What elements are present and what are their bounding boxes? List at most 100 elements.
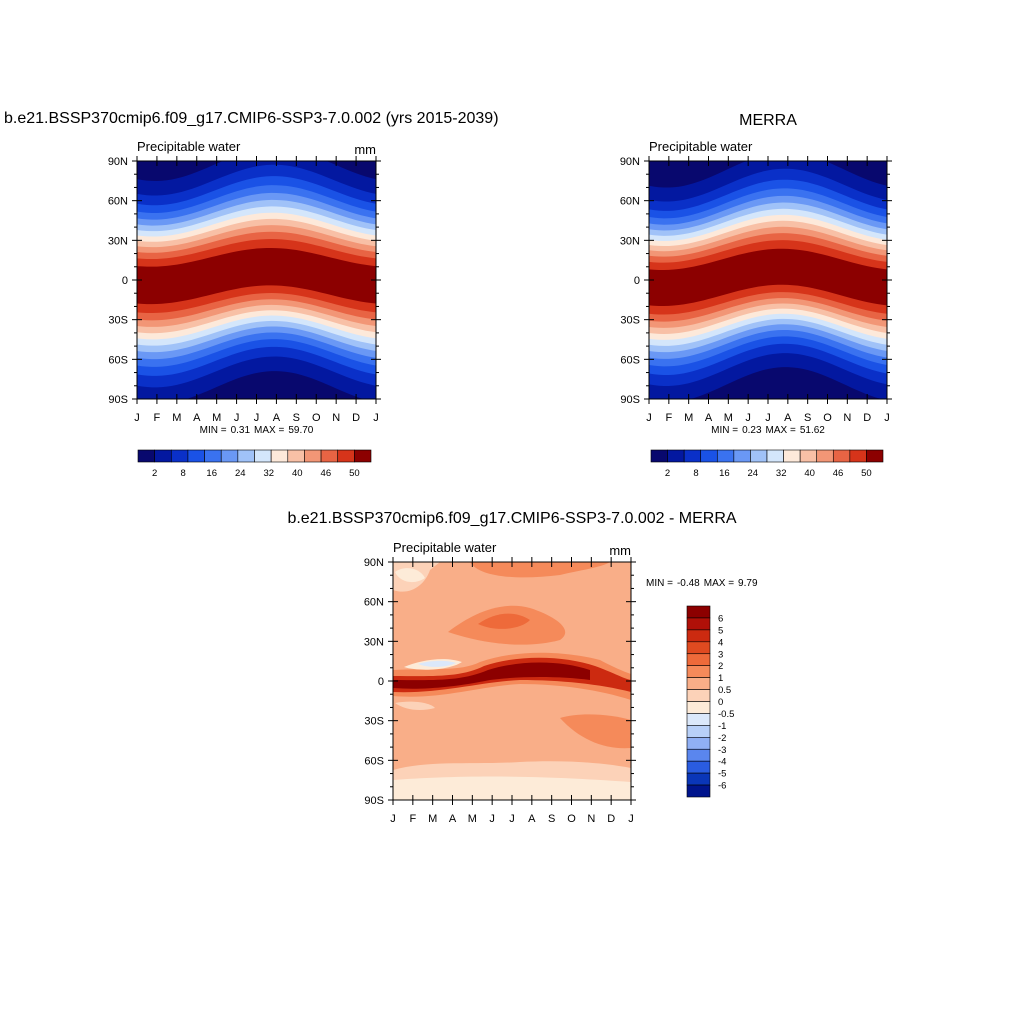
units: mm bbox=[354, 142, 376, 157]
min-max-part: MAX = bbox=[704, 578, 734, 589]
min-max: MIN = -0.48 MAX = 9.79 bbox=[646, 578, 758, 589]
colorbar-box bbox=[320, 449, 339, 463]
colorbar-label: -2 bbox=[718, 733, 726, 744]
colorbar-label: 8 bbox=[693, 468, 698, 479]
colorbar-box bbox=[686, 737, 711, 750]
min-max-part: MAX = bbox=[766, 425, 796, 436]
min-max-part: 9.79 bbox=[738, 578, 758, 589]
x-tick-label: F bbox=[409, 813, 416, 825]
y-tick-label: 90S bbox=[364, 795, 384, 807]
colorbar-label: 1 bbox=[718, 673, 723, 684]
colorbar-box bbox=[683, 449, 702, 463]
y-tick-label: 90S bbox=[620, 394, 640, 406]
colorbar-box bbox=[354, 449, 372, 463]
min-max: MIN = 0.31 MAX = 59.70 bbox=[200, 425, 314, 436]
x-tick-label: A bbox=[273, 412, 281, 424]
x-tick-label: M bbox=[172, 412, 181, 424]
x-tick-label: M bbox=[212, 412, 221, 424]
y-tick-label: 30S bbox=[108, 315, 128, 327]
x-tick-label: N bbox=[332, 412, 340, 424]
colorbar-label: 0.5 bbox=[718, 685, 731, 696]
colorbar-label: 5 bbox=[718, 625, 723, 636]
colorbar-box bbox=[650, 449, 668, 463]
x-tick-label: J bbox=[884, 412, 890, 424]
min-max-part: MAX = bbox=[254, 425, 284, 436]
x-tick-label: J bbox=[373, 412, 379, 424]
colorbar-box bbox=[220, 449, 239, 463]
colorbar-box bbox=[254, 449, 272, 463]
subtitle: Precipitable water bbox=[393, 540, 497, 555]
y-tick-label: 60S bbox=[620, 354, 640, 366]
y-tick-label: 30N bbox=[364, 636, 384, 648]
contour-fill bbox=[395, 568, 425, 583]
y-tick-label: 0 bbox=[122, 275, 128, 287]
x-tick-label: J bbox=[628, 813, 634, 825]
colorbar-box bbox=[686, 617, 711, 631]
colorbar-box bbox=[667, 449, 685, 463]
x-tick-label: J bbox=[745, 412, 751, 424]
colorbar-box bbox=[154, 449, 172, 463]
x-tick-label: D bbox=[863, 412, 871, 424]
colorbar-label: 24 bbox=[235, 468, 246, 479]
colorbar-label: 32 bbox=[776, 468, 787, 479]
colorbar-label: 40 bbox=[292, 468, 303, 479]
colorbar-label: 2 bbox=[152, 468, 157, 479]
y-tick-label: 90S bbox=[108, 394, 128, 406]
colorbar-box bbox=[304, 449, 322, 463]
x-tick-label: A bbox=[784, 412, 792, 424]
colorbar-box bbox=[766, 449, 784, 463]
diff-field bbox=[393, 562, 631, 800]
colorbar-label: 3 bbox=[718, 649, 723, 660]
colorbar-label: -3 bbox=[718, 745, 726, 756]
x-tick-label: N bbox=[843, 412, 851, 424]
y-tick-label: 0 bbox=[378, 676, 384, 688]
colorbar-label: 40 bbox=[804, 468, 815, 479]
colorbar-box bbox=[849, 449, 867, 463]
x-tick-label: S bbox=[293, 412, 300, 424]
colorbar-box bbox=[237, 449, 255, 463]
subtitle: Precipitable water bbox=[649, 139, 753, 154]
colorbar-box bbox=[783, 449, 801, 463]
x-tick-label: M bbox=[428, 813, 437, 825]
x-tick-label: J bbox=[765, 412, 771, 424]
colorbar-box bbox=[170, 449, 189, 463]
colorbar-box bbox=[733, 449, 751, 463]
x-tick-label: J bbox=[509, 813, 515, 825]
x-tick-label: S bbox=[804, 412, 811, 424]
colorbar-box bbox=[799, 449, 818, 463]
x-tick-label: M bbox=[468, 813, 477, 825]
contour-fill bbox=[418, 660, 456, 667]
x-tick-label: O bbox=[312, 412, 321, 424]
contour-fill bbox=[393, 662, 590, 689]
contour-field bbox=[137, 161, 376, 399]
min-max-part: MIN = bbox=[711, 425, 738, 436]
colorbar-label: 50 bbox=[349, 468, 360, 479]
colorbar-box bbox=[686, 784, 711, 798]
contour-field bbox=[649, 161, 887, 399]
colorbar-label: -4 bbox=[718, 757, 726, 768]
x-tick-label: A bbox=[528, 813, 536, 825]
colorbar-box bbox=[337, 449, 355, 463]
colorbar-box bbox=[832, 449, 851, 463]
colorbar-label: 8 bbox=[181, 468, 186, 479]
colorbar-label: 4 bbox=[718, 637, 723, 648]
panel-title: b.e21.BSSP370cmip6.f09_g17.CMIP6-SSP3-7.… bbox=[287, 510, 736, 527]
colorbar-label: -1 bbox=[718, 721, 726, 732]
colorbar-box bbox=[686, 748, 711, 762]
x-tick-label: A bbox=[449, 813, 457, 825]
y-tick-label: 60N bbox=[364, 597, 384, 609]
contour-fill bbox=[395, 701, 435, 711]
colorbar-label: -6 bbox=[718, 781, 726, 792]
x-tick-label: A bbox=[705, 412, 713, 424]
colorbar-box bbox=[686, 665, 711, 678]
colorbar-box bbox=[816, 449, 834, 463]
x-tick-label: J bbox=[646, 412, 652, 424]
colorbar-label: -5 bbox=[718, 769, 726, 780]
colorbar-label: 24 bbox=[748, 468, 759, 479]
x-tick-label: A bbox=[193, 412, 201, 424]
units: mm bbox=[609, 543, 631, 558]
x-tick-label: F bbox=[154, 412, 161, 424]
y-tick-label: 60N bbox=[108, 196, 128, 208]
colorbar-box bbox=[686, 701, 711, 714]
